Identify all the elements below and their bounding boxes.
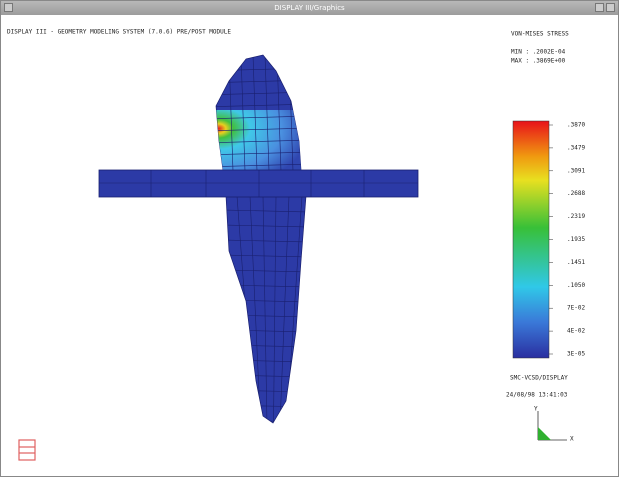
result-max: MAX : .3869E+00	[511, 58, 566, 65]
minimize-button[interactable]	[595, 3, 604, 12]
footer-timestamp: 24/08/98 13:41:03	[506, 392, 568, 399]
mesh-line	[221, 420, 311, 422]
triad-y-label: Y	[534, 406, 538, 413]
app-window: DISPLAY III/Graphics DISPLAY III - GEOME…	[0, 0, 619, 477]
triad-x-label: X	[570, 436, 574, 443]
color-bar	[513, 121, 549, 358]
result-min: MIN : .2002E-04	[511, 49, 566, 56]
colorbar-label: 3E-05	[567, 351, 585, 358]
colorbar-label: 4E-02	[567, 328, 585, 335]
axis-triad: Y X	[534, 406, 574, 443]
colorbar-label: .3091	[567, 167, 585, 174]
header-title: DISPLAY III - GEOMETRY MODELING SYSTEM (…	[7, 29, 231, 36]
footer-program: SMC-VCSD/DISPLAY	[510, 375, 568, 382]
colorbar-label: .3479	[567, 144, 585, 151]
colorbar-label: .2319	[567, 213, 585, 220]
maximize-button[interactable]	[606, 3, 615, 12]
mesh-model	[99, 55, 418, 425]
colorbar-label: 7E-02	[567, 305, 585, 312]
title-bar: DISPLAY III/Graphics	[1, 1, 618, 15]
logo	[19, 440, 35, 460]
window-menu-button[interactable]	[4, 3, 13, 12]
colorbar-label: .1451	[567, 259, 585, 266]
viewport: DISPLAY III - GEOMETRY MODELING SYSTEM (…	[1, 15, 618, 476]
window-title: DISPLAY III/Graphics	[274, 4, 344, 12]
colorbar-label: .3870	[567, 122, 585, 129]
colorbar-label: .2688	[567, 190, 585, 197]
result-label: VON-MISES STRESS	[511, 31, 569, 38]
colorbar-label: .1050	[567, 282, 585, 289]
colorbar-label: .1935	[567, 236, 585, 243]
